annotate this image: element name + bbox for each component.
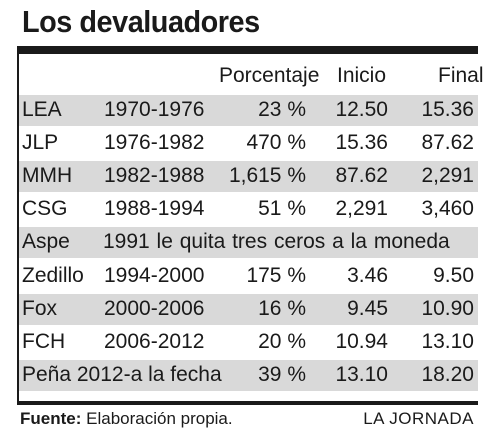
row-percentage: 470 %	[246, 131, 306, 155]
row-end-value: 2,291	[421, 164, 474, 188]
source-label: Fuente:	[20, 409, 82, 428]
source-text: Elaboración propia.	[86, 409, 233, 428]
row-period: 1988-1994	[104, 197, 205, 221]
row-name: FCH	[22, 329, 66, 353]
row-name: JLP	[22, 131, 59, 155]
table-row: Peña 2012-a la fecha 39 % 13.10 18.20	[19, 359, 478, 391]
row-start-value: 87.62	[335, 164, 388, 188]
row-period: 2006-2012	[104, 329, 205, 353]
table-row: CSG 1988-1994 51 % 2,291 3,460	[19, 194, 478, 225]
row-start-value: 12.50	[335, 98, 388, 121]
page-title: Los devaluadores	[22, 4, 260, 39]
table-row: Zedillo 1994-2000 175 % 3.46 9.50	[19, 261, 478, 292]
row-percentage: 16 %	[258, 296, 306, 320]
row-name: Peña 2012-a la fecha	[22, 362, 222, 386]
row-end-value: 15.36	[421, 98, 474, 121]
row-end-value: 9.50	[433, 263, 474, 287]
row-period: 1982-1988	[104, 164, 205, 188]
row-period: 1994-2000	[104, 263, 205, 287]
row-period: 2000-2006	[104, 296, 205, 320]
table-row: Fox 2000-2006 16 % 9.45 10.90	[19, 293, 478, 325]
column-header-start: Inicio	[337, 64, 387, 87]
row-start-value: 10.94	[335, 329, 388, 353]
source-note: Fuente: Elaboración propia.	[20, 409, 233, 429]
row-percentage: 175 %	[246, 263, 306, 287]
row-name: LEA	[22, 98, 62, 121]
table-header: Porcentaje Inicio Final	[17, 62, 484, 92]
table-row: LEA 1970-1976 23 % 12.50 15.36	[19, 95, 478, 126]
row-percentage: 20 %	[258, 329, 306, 353]
row-percentage: 39 %	[258, 362, 306, 386]
row-name: Fox	[22, 296, 58, 320]
column-header-percentage: Porcentaje	[219, 64, 320, 87]
row-period: 1976-1982	[104, 131, 205, 155]
row-name: MMH	[22, 164, 73, 188]
bottom-rule	[17, 401, 478, 405]
row-name: Zedillo	[22, 263, 84, 287]
row-name: CSG	[22, 197, 68, 221]
row-end-value: 87.62	[421, 131, 474, 155]
table-row: Aspe 1991 le quita tres ceros a la moneda	[19, 227, 478, 259]
row-start-value: 15.36	[335, 131, 388, 155]
row-end-value: 10.90	[421, 296, 474, 320]
row-end-value: 3,460	[421, 197, 474, 221]
row-period: 1970-1976	[104, 98, 205, 121]
row-end-value: 13.10	[421, 329, 474, 353]
top-rule	[17, 46, 478, 54]
table-row: JLP 1976-1982 470 % 15.36 87.62	[19, 128, 478, 159]
row-note: 1991 le quita tres ceros a la moneda	[103, 230, 450, 254]
row-percentage: 23 %	[258, 98, 306, 121]
row-percentage: 51 %	[258, 197, 306, 221]
row-start-value: 13.10	[335, 362, 388, 386]
left-rule	[17, 46, 19, 403]
row-start-value: 3.46	[347, 263, 388, 287]
row-percentage: 1,615 %	[228, 164, 306, 188]
row-start-value: 2,291	[335, 197, 388, 221]
table-row: MMH 1982-1988 1,615 % 87.62 2,291	[19, 161, 478, 193]
row-start-value: 9.45	[347, 296, 388, 320]
table-row: FCH 2006-2012 20 % 10.94 13.10	[19, 327, 478, 358]
publisher-credit: LA JORNADA	[363, 409, 474, 428]
row-end-value: 18.20	[421, 362, 474, 386]
row-name: Aspe	[22, 230, 70, 254]
column-header-end: Final	[438, 64, 484, 87]
